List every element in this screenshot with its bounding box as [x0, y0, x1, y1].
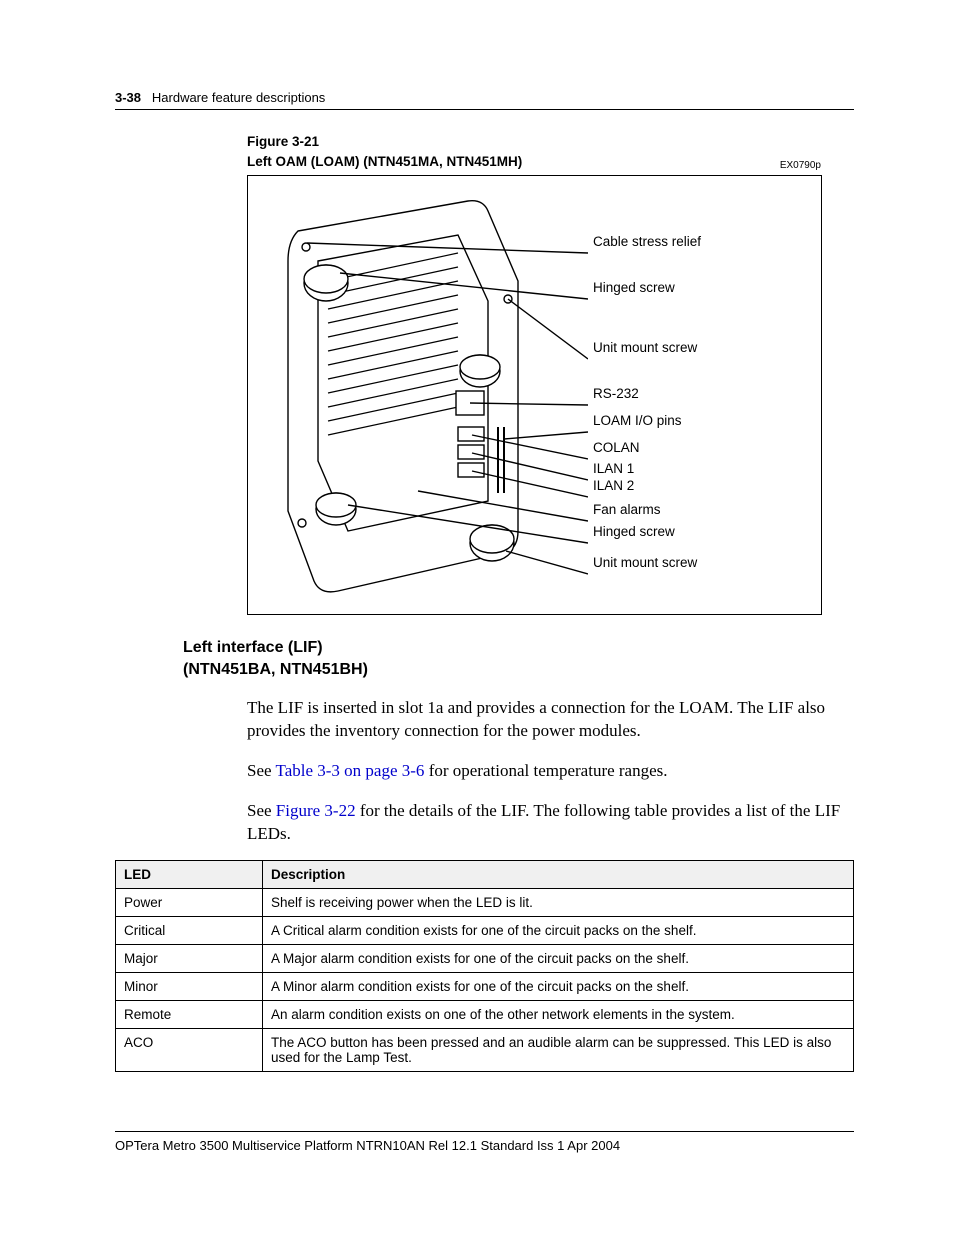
page-footer: OPTera Metro 3500 Multiservice Platform … [115, 1131, 854, 1153]
table-row: Power Shelf is receiving power when the … [116, 889, 854, 917]
loam-diagram [258, 191, 588, 611]
paragraph-2: See Table 3-3 on page 3-6 for operationa… [247, 760, 854, 783]
cell-led: ACO [116, 1029, 263, 1072]
callout-labels: Cable stress relief Hinged screw Unit mo… [593, 176, 813, 614]
section-title-line1: Left interface (LIF) [183, 639, 323, 656]
cell-desc: Shelf is receiving power when the LED is… [263, 889, 854, 917]
callout-loam-io-pins: LOAM I/O pins [593, 413, 682, 428]
led-table: LED Description Power Shelf is receiving… [115, 860, 854, 1072]
figure-number: Figure 3-21 [247, 134, 319, 149]
figure-ex-label: EX0790p [780, 160, 821, 171]
callout-hinged-screw-bottom: Hinged screw [593, 524, 675, 539]
cell-led: Power [116, 889, 263, 917]
section-heading: Left interface (LIF) (NTN451BA, NTN451BH… [183, 637, 854, 680]
cell-desc: A Minor alarm condition exists for one o… [263, 973, 854, 1001]
page-number: 3-38 [115, 90, 141, 105]
cell-led: Critical [116, 917, 263, 945]
th-description: Description [263, 861, 854, 889]
xref-figure-3-22[interactable]: Figure 3-22 [276, 801, 356, 820]
p3-pre: See [247, 801, 276, 820]
cell-led: Remote [116, 1001, 263, 1029]
cell-led: Major [116, 945, 263, 973]
p2-pre: See [247, 761, 276, 780]
figure-caption: Figure 3-21 Left OAM (LOAM) (NTN451MA, N… [247, 132, 854, 171]
page-header: 3-38 Hardware feature descriptions [115, 90, 854, 110]
header-title: Hardware feature descriptions [152, 90, 325, 105]
cell-led: Minor [116, 973, 263, 1001]
page: 3-38 Hardware feature descriptions Figur… [0, 0, 954, 1235]
callout-colan: COLAN [593, 440, 640, 455]
table-row: Major A Major alarm condition exists for… [116, 945, 854, 973]
cell-desc: A Critical alarm condition exists for on… [263, 917, 854, 945]
header-section [145, 90, 152, 105]
cell-desc: An alarm condition exists on one of the … [263, 1001, 854, 1029]
table-row: Remote An alarm condition exists on one … [116, 1001, 854, 1029]
callout-fan-alarms: Fan alarms [593, 502, 661, 517]
footer-text: OPTera Metro 3500 Multiservice Platform … [115, 1138, 620, 1153]
table-header-row: LED Description [116, 861, 854, 889]
callout-ilan2: ILAN 2 [593, 478, 634, 493]
callout-unit-mount-screw-top: Unit mount screw [593, 340, 697, 355]
table-row: ACO The ACO button has been pressed and … [116, 1029, 854, 1072]
callout-ilan1: ILAN 1 [593, 461, 634, 476]
cell-desc: A Major alarm condition exists for one o… [263, 945, 854, 973]
p2-post: for operational temperature ranges. [424, 761, 667, 780]
callout-cable-stress-relief: Cable stress relief [593, 234, 701, 249]
th-led: LED [116, 861, 263, 889]
figure-box: EX0790p [247, 175, 822, 615]
xref-table-3-3[interactable]: Table 3-3 on page 3-6 [276, 761, 425, 780]
table-row: Minor A Minor alarm condition exists for… [116, 973, 854, 1001]
callout-hinged-screw-top: Hinged screw [593, 280, 675, 295]
section-title-line2: (NTN451BA, NTN451BH) [183, 661, 368, 678]
paragraph-1: The LIF is inserted in slot 1a and provi… [247, 697, 854, 743]
callout-unit-mount-screw-bottom: Unit mount screw [593, 555, 697, 570]
figure-title: Left OAM (LOAM) (NTN451MA, NTN451MH) [247, 154, 522, 169]
table-row: Critical A Critical alarm condition exis… [116, 917, 854, 945]
cell-desc: The ACO button has been pressed and an a… [263, 1029, 854, 1072]
paragraph-3: See Figure 3-22 for the details of the L… [247, 800, 854, 846]
callout-rs232: RS-232 [593, 386, 639, 401]
